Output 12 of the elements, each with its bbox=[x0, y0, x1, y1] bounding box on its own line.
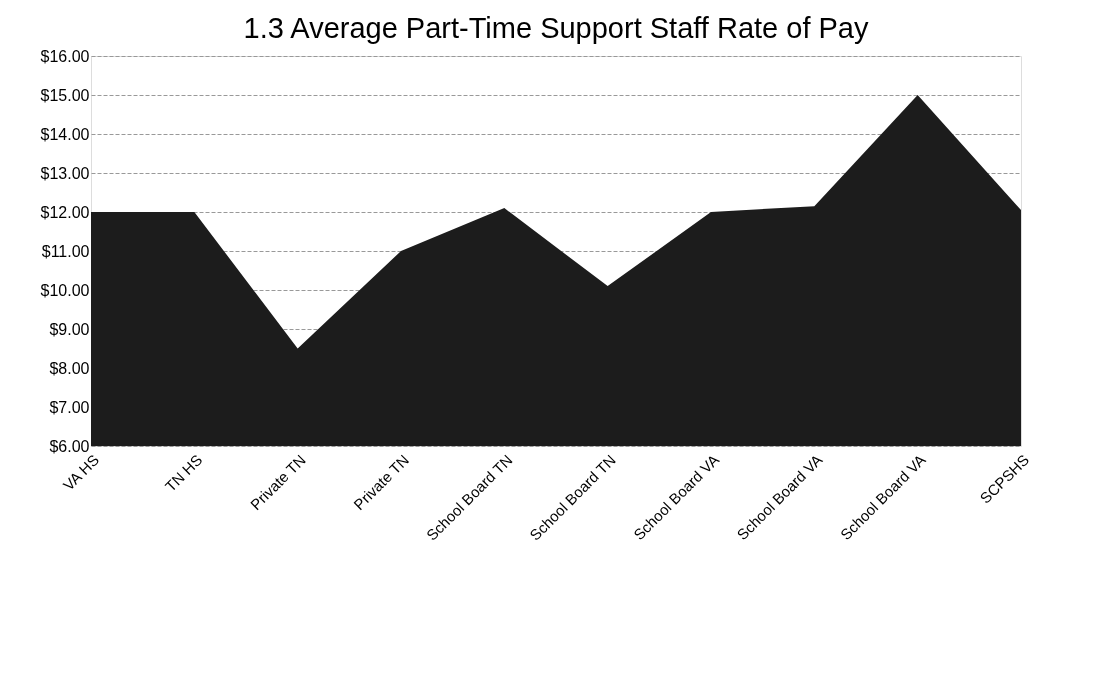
y-tick-label: $16.00 bbox=[40, 47, 90, 65]
y-tick-label: $11.00 bbox=[41, 242, 90, 260]
y-tick-label: $12.00 bbox=[40, 203, 90, 221]
y-tick-label: $7.00 bbox=[49, 398, 90, 416]
y-tick-label: $15.00 bbox=[40, 86, 90, 104]
y-tick-label: $13.00 bbox=[40, 164, 90, 182]
chart-title: 1.3 Average Part-Time Support Staff Rate of Pay bbox=[243, 12, 869, 44]
y-tick-label: $14.00 bbox=[40, 125, 90, 143]
x-tick-label: TN HS bbox=[161, 451, 206, 495]
y-tick-label: $10.00 bbox=[40, 281, 90, 299]
y-tick-label: $9.00 bbox=[49, 320, 90, 338]
y-tick-label: $8.00 bbox=[49, 359, 90, 377]
